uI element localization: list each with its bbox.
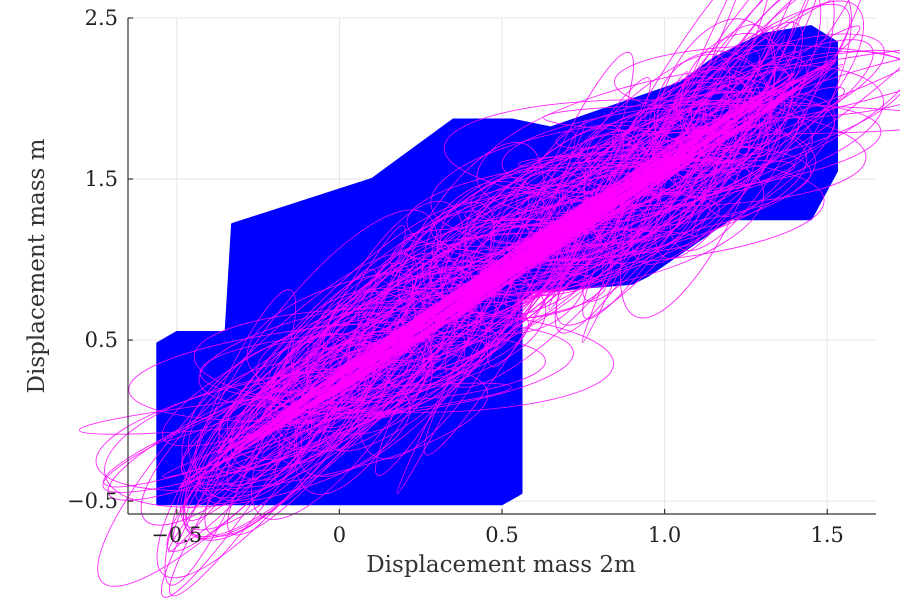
trajectory-curve — [562, 98, 800, 219]
trajectory-curve — [434, 136, 701, 323]
trajectory-curve — [307, 189, 610, 414]
trajectory-curve — [204, 344, 377, 537]
x-axis-title: Displacement mass 2m — [366, 552, 636, 578]
x-tick-label: 0.5 — [485, 523, 518, 547]
trajectory-curve — [396, 119, 587, 495]
trajectory-curve — [226, 258, 424, 487]
trajectory-curve — [470, 144, 812, 232]
trajectory-curve — [422, 180, 558, 332]
trajectory-curve — [197, 371, 309, 490]
x-tick-label: −0.5 — [151, 523, 202, 547]
x-tick-label: 1.0 — [648, 523, 681, 547]
trajectory-curve — [443, 99, 867, 207]
trajectory-curve — [357, 141, 545, 460]
trajectory-curve — [628, 33, 885, 157]
trajectory-curve — [172, 289, 379, 545]
trajectory-curve — [406, 157, 825, 266]
trajectory-curve — [181, 340, 345, 499]
x-tick-label: 0 — [333, 523, 346, 547]
trajectory-curve — [593, 130, 669, 236]
trajectory-curve — [306, 291, 432, 421]
trajectory-curve — [582, 0, 822, 302]
y-tick-label: 0.5 — [85, 328, 118, 352]
y-axis-title: Displacement mass m — [24, 138, 50, 393]
trajectory-curve — [517, 148, 740, 169]
trajectory-curve — [195, 364, 299, 501]
trajectory-curve — [444, 105, 781, 304]
trajectory-curve — [180, 337, 433, 486]
trajectory-curve — [164, 289, 297, 586]
trajectory-curve — [267, 265, 533, 415]
trajectory-curve — [198, 297, 529, 407]
ticks: −0.5 0 0.5 1.0 1.5 −0.5 0.5 1.5 2.5 — [67, 6, 844, 547]
trajectory-curve — [439, 154, 696, 286]
y-tick-label: −0.5 — [67, 489, 118, 513]
trajectory-curve — [673, 0, 865, 198]
trajectory-curve — [78, 382, 512, 435]
trajectory-curve — [324, 192, 575, 452]
trajectory-curve — [654, 0, 822, 260]
trajectory-curve — [128, 320, 574, 422]
y-tick-label: 2.5 — [85, 6, 118, 30]
trajectory-curve — [528, 3, 851, 282]
trajectory-curve — [467, 154, 591, 352]
y-tick-label: 1.5 — [85, 167, 118, 191]
trajectory-curve — [676, 91, 731, 183]
trajectory-curve — [248, 244, 545, 441]
trajectory-curve — [216, 271, 471, 493]
trajectory-curve — [619, 24, 776, 319]
trajectory-curve — [517, 86, 845, 240]
trajectory-curve — [180, 313, 392, 531]
plot-area — [78, 0, 900, 598]
trajectory-curve — [246, 266, 547, 400]
trajectory-curve — [234, 234, 558, 452]
trajectory-curve — [586, 99, 813, 194]
trajectory-curve — [614, 82, 754, 253]
trajectory-curve — [293, 200, 465, 495]
trajectory-curve — [602, 0, 857, 239]
trajectory-curve — [278, 176, 530, 465]
trajectory-curve — [182, 201, 495, 538]
trajectory-curve — [582, 0, 820, 320]
trajectory-group — [78, 0, 900, 598]
trajectory-curve — [95, 364, 489, 492]
x-tick-label: 1.5 — [811, 523, 844, 547]
trajectory-curve — [160, 268, 377, 598]
trajectory-curve — [335, 185, 649, 374]
trajectory-curve — [97, 253, 418, 587]
